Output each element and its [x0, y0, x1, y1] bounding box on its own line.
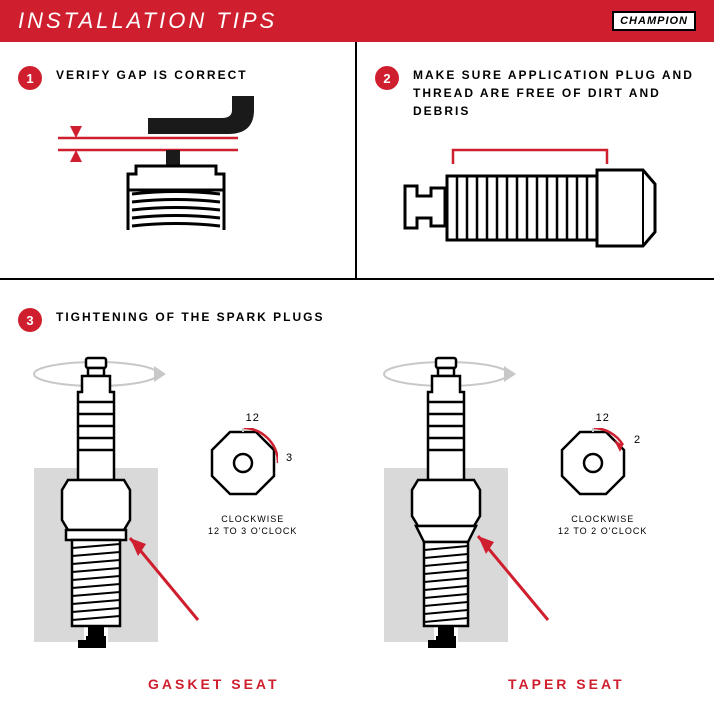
gasket-seat-label: GASKET SEAT — [148, 676, 280, 692]
gasket-direction: CLOCKWISE — [208, 514, 297, 526]
thread-diagram — [375, 120, 696, 280]
step-3-badge: 3 — [18, 308, 42, 332]
clock-12-label: 12 — [558, 412, 647, 424]
gap-diagram — [18, 90, 337, 250]
taper-column: 12 2 CLOCKWISE 12 TO 2 O'CLOCK TAPER SEA… — [368, 352, 708, 692]
step-1-badge: 1 — [18, 66, 42, 90]
top-row: 1 Verify gap is correct — [0, 42, 714, 280]
step-1-panel: 1 Verify gap is correct — [0, 42, 357, 278]
gasket-range: 12 TO 3 O'CLOCK — [208, 526, 297, 538]
gasket-column: 12 3 CLOCKWISE 12 TO 3 O'CLOCK GASKET SE… — [18, 352, 358, 692]
step-3-head: 3 Tightening of the spark plugs — [18, 308, 696, 332]
step-2-panel: 2 Make sure application plug and thread … — [357, 42, 714, 278]
step-2-badge: 2 — [375, 66, 399, 90]
taper-seat-label: TAPER SEAT — [508, 676, 625, 692]
step-3-text: Tightening of the spark plugs — [56, 308, 324, 326]
step-3-panel: 3 Tightening of the spark plugs — [0, 280, 714, 702]
taper-octagon-icon — [558, 428, 628, 498]
step-1-head: 1 Verify gap is correct — [18, 66, 337, 90]
step-2-head: 2 Make sure application plug and thread … — [375, 66, 696, 120]
taper-plug-diagram — [368, 352, 708, 672]
clock-3-label: 3 — [286, 452, 293, 464]
tightening-row: 12 3 CLOCKWISE 12 TO 3 O'CLOCK GASKET SE… — [18, 352, 696, 692]
step-2-text: Make sure application plug and thread ar… — [413, 66, 696, 120]
gasket-clock: 12 3 CLOCKWISE 12 TO 3 O'CLOCK — [208, 412, 297, 537]
page-title: INSTALLATION TIPS — [18, 8, 277, 34]
taper-direction: CLOCKWISE — [558, 514, 647, 526]
clock-12-label: 12 — [208, 412, 297, 424]
step-1-text: Verify gap is correct — [56, 66, 248, 84]
taper-clock: 12 2 CLOCKWISE 12 TO 2 O'CLOCK — [558, 412, 647, 537]
gasket-octagon-icon — [208, 428, 278, 498]
gasket-plug-diagram — [18, 352, 358, 672]
header-bar: INSTALLATION TIPS CHAMPION — [0, 0, 714, 42]
taper-range: 12 TO 2 O'CLOCK — [558, 526, 647, 538]
clock-2-label: 2 — [634, 434, 641, 446]
brand-logo: CHAMPION — [612, 11, 696, 31]
